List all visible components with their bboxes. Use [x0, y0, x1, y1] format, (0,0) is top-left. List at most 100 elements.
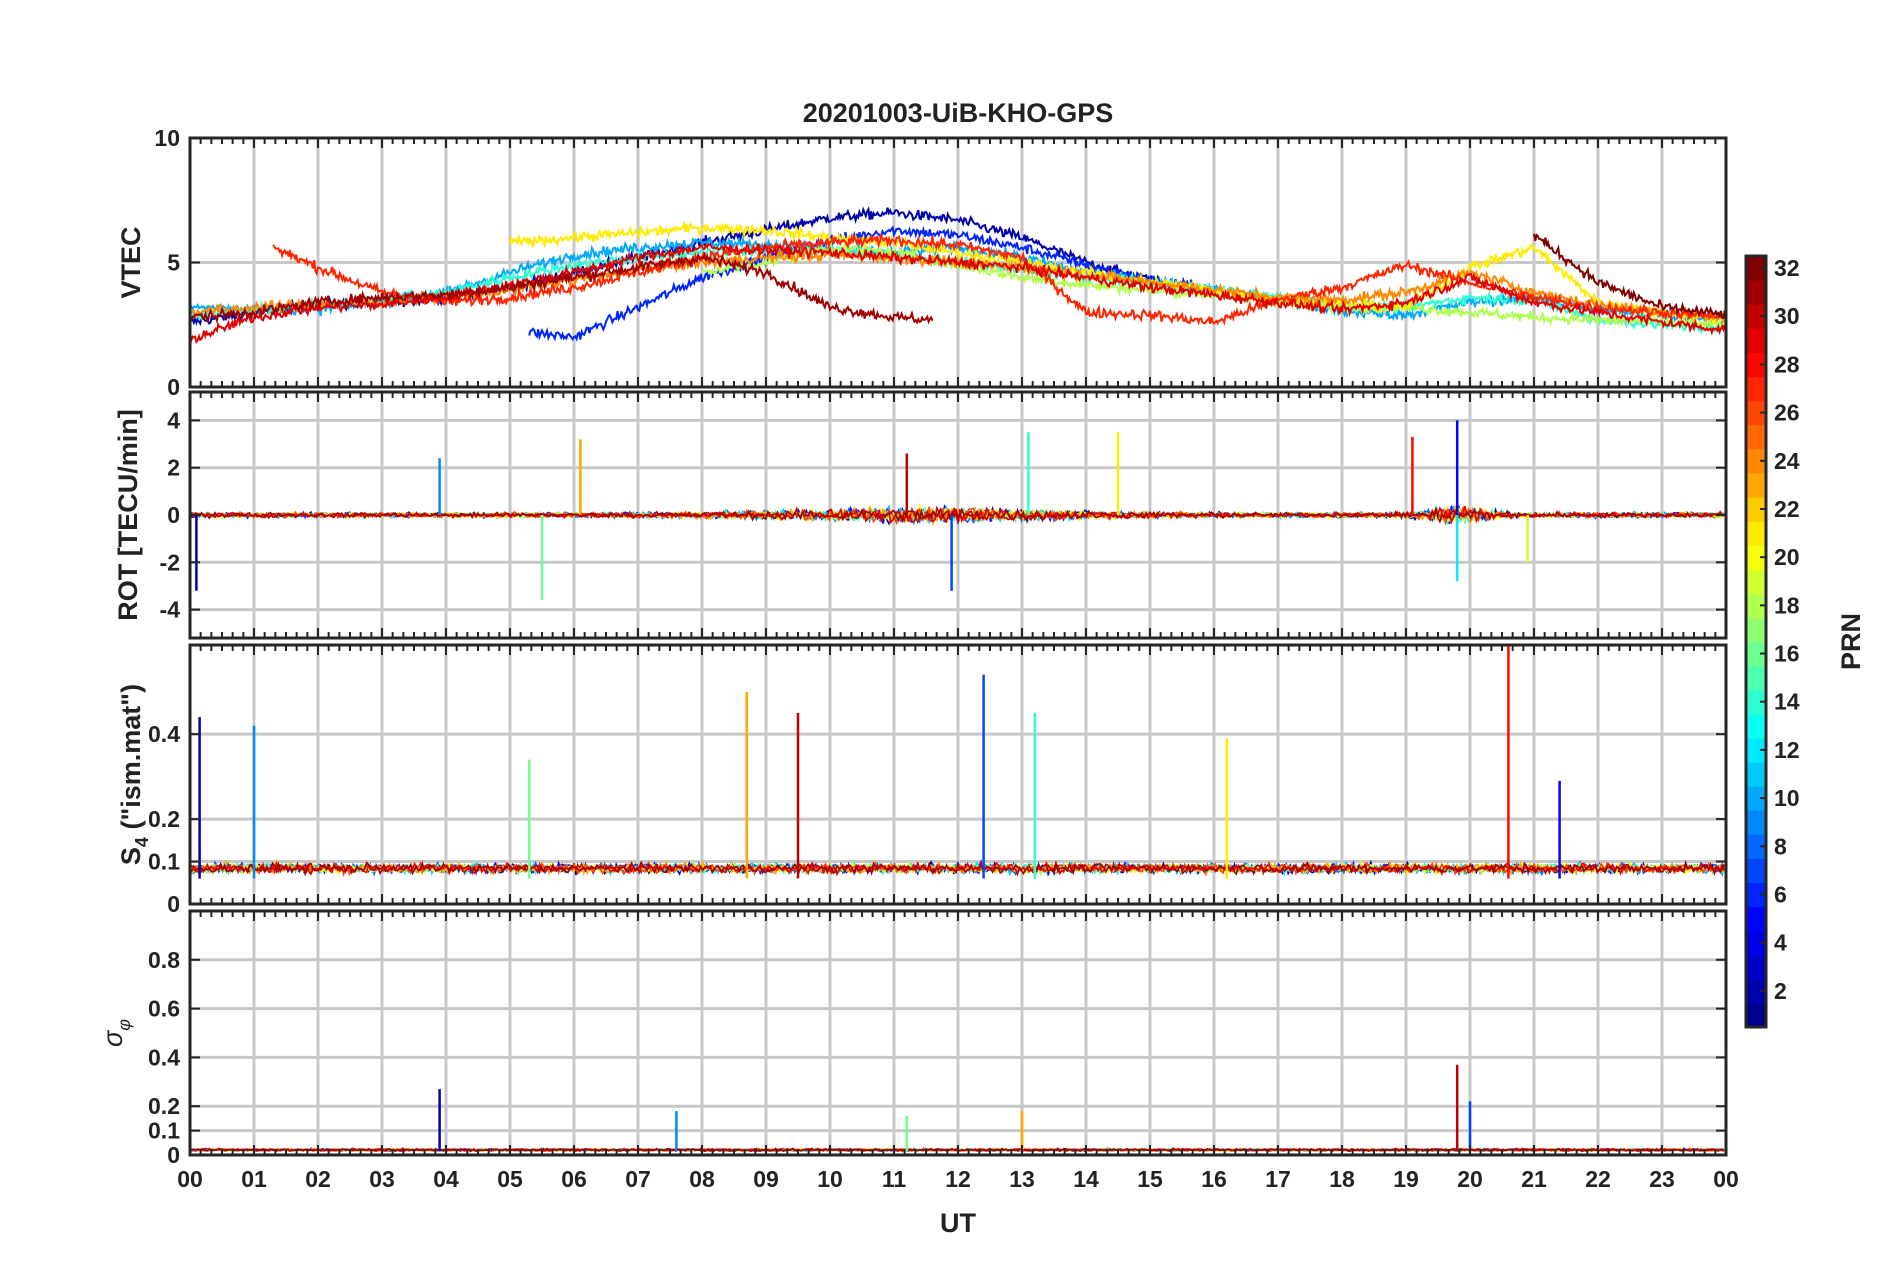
colorbar-label: PRN — [1836, 613, 1866, 670]
colorbar-tick-label: 8 — [1774, 833, 1787, 859]
y-tick-label: 0 — [167, 891, 180, 917]
x-axis: 00 01 02 03 04 05 06 07 08 09 10 11 12 13 14 15 16 17 18 19… — [177, 1166, 1739, 1192]
colorbar-tick-label: 12 — [1774, 737, 1800, 763]
y-tick-label: -2 — [160, 549, 180, 575]
axes-frame — [188, 390, 1728, 640]
rot-series-line — [190, 506, 1725, 524]
y-tick-label: 0.6 — [148, 996, 180, 1022]
colorbar-swatch — [1746, 858, 1766, 884]
x-tick-label: 12 — [945, 1166, 971, 1192]
panel-s4: 00.10.20.4S4 ("ism.mat") — [116, 643, 1728, 917]
x-tick-label: 07 — [625, 1166, 651, 1192]
y-axis-label: VTEC — [116, 226, 146, 298]
y-tick-label: 5 — [167, 250, 180, 276]
colorbar-tick-label: 20 — [1774, 544, 1800, 570]
x-tick-label: 15 — [1137, 1166, 1163, 1192]
vtec-series-line — [1533, 233, 1726, 320]
colorbar-swatch — [1746, 689, 1766, 715]
colorbar-swatch — [1746, 448, 1766, 474]
axes-frame — [188, 136, 1728, 389]
colorbar-swatch — [1746, 593, 1766, 619]
x-tick-label: 19 — [1393, 1166, 1419, 1192]
y-tick-label: 0.8 — [148, 947, 180, 973]
y-tick-label: 0 — [167, 502, 180, 528]
colorbar-swatch — [1746, 424, 1766, 450]
y-axis-label: σφ — [98, 1019, 134, 1047]
y-tick-label: 2 — [167, 455, 180, 481]
colorbar-tick-label: 6 — [1774, 881, 1787, 907]
y-label-sub: 4 — [132, 837, 152, 847]
colorbar-swatch — [1746, 617, 1766, 643]
colorbar-tick-label: 18 — [1774, 592, 1800, 618]
x-tick-label: 00 — [177, 1166, 203, 1192]
x-tick-label: 06 — [561, 1166, 587, 1192]
x-tick-label: 22 — [1585, 1166, 1611, 1192]
x-tick-label: 17 — [1265, 1166, 1291, 1192]
y-tick-label: -4 — [160, 597, 181, 623]
x-tick-label: 02 — [305, 1166, 331, 1192]
x-tick-label: 21 — [1521, 1166, 1547, 1192]
colorbar-tick-label: 4 — [1774, 930, 1787, 956]
s4-series-line — [190, 859, 1725, 877]
x-tick-label: 20 — [1457, 1166, 1483, 1192]
colorbar-swatch — [1746, 713, 1766, 739]
colorbar-swatch — [1746, 737, 1766, 763]
y-label-rest: ("ism.mat") — [116, 684, 146, 837]
colorbar-swatch — [1746, 400, 1766, 426]
colorbar-swatch — [1746, 304, 1766, 329]
colorbar-swatch — [1746, 665, 1766, 691]
colorbar-tick-label: 32 — [1774, 255, 1800, 281]
colorbar-swatch — [1746, 521, 1766, 546]
vtec-series-line — [190, 242, 1726, 345]
colorbar-swatch — [1746, 256, 1766, 281]
colorbar-frame — [1744, 254, 1768, 1029]
y-tick-label: 4 — [167, 407, 180, 433]
colorbar-tick-label: 22 — [1774, 496, 1800, 522]
panel-vtec: 0 5 10 VTEC — [116, 125, 1728, 400]
y-tick-label: 0.1 — [148, 849, 180, 875]
colorbar-swatch — [1746, 472, 1766, 498]
colorbar-tick-label: 14 — [1774, 689, 1800, 715]
y-tick-label: 10 — [154, 125, 180, 151]
x-tick-label: 00 — [1713, 1166, 1739, 1192]
y-label-main: S — [116, 847, 146, 865]
colorbar-swatch — [1746, 930, 1766, 956]
colorbar-swatch — [1746, 328, 1766, 353]
x-tick-label: 13 — [1009, 1166, 1035, 1192]
x-tick-label: 05 — [497, 1166, 523, 1192]
colorbar-swatch — [1746, 954, 1766, 980]
y-tick-label: 0.1 — [148, 1118, 180, 1144]
x-tick-label: 10 — [817, 1166, 843, 1192]
y-axis-label: S4 ("ism.mat") — [116, 684, 152, 865]
vtec-series-line — [190, 251, 934, 325]
x-tick-label: 14 — [1073, 1166, 1099, 1192]
colorbar-tick-label: 2 — [1774, 978, 1787, 1004]
colorbar-swatch — [1746, 545, 1766, 570]
y-tick-label: 0 — [167, 374, 180, 400]
colorbar-swatch — [1746, 569, 1766, 594]
y-axis-label: ROT [TECU/min] — [113, 409, 143, 620]
colorbar-swatch — [1746, 882, 1766, 908]
axes-frame — [188, 643, 1728, 906]
x-tick-label: 09 — [753, 1166, 779, 1192]
y-tick-label: 0 — [167, 1142, 180, 1168]
x-tick-label: 08 — [689, 1166, 715, 1192]
panel-rot: -4 -2 0 2 4 ROT [TECU/min] — [113, 390, 1728, 640]
colorbar-swatch — [1746, 352, 1766, 378]
colorbar-swatch — [1746, 761, 1766, 787]
y-tick-label: 0.2 — [148, 1093, 180, 1119]
y-tick-label: 0.4 — [148, 1044, 180, 1070]
y-label-main: σ — [98, 1029, 128, 1047]
colorbar-swatch — [1746, 810, 1766, 835]
colorbar-tick-label: 16 — [1774, 641, 1800, 667]
colorbar-swatch — [1746, 906, 1766, 932]
colorbar-swatch — [1746, 786, 1766, 811]
data-layer — [190, 206, 1726, 345]
colorbar-tick-label: 28 — [1774, 351, 1800, 377]
y-tick-label: 0.2 — [148, 806, 180, 832]
colorbar-swatch — [1746, 280, 1766, 305]
colorbar-tick-label: 24 — [1774, 448, 1800, 474]
